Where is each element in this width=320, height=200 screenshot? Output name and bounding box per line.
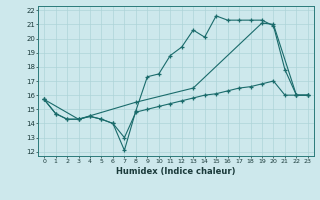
X-axis label: Humidex (Indice chaleur): Humidex (Indice chaleur) [116,167,236,176]
